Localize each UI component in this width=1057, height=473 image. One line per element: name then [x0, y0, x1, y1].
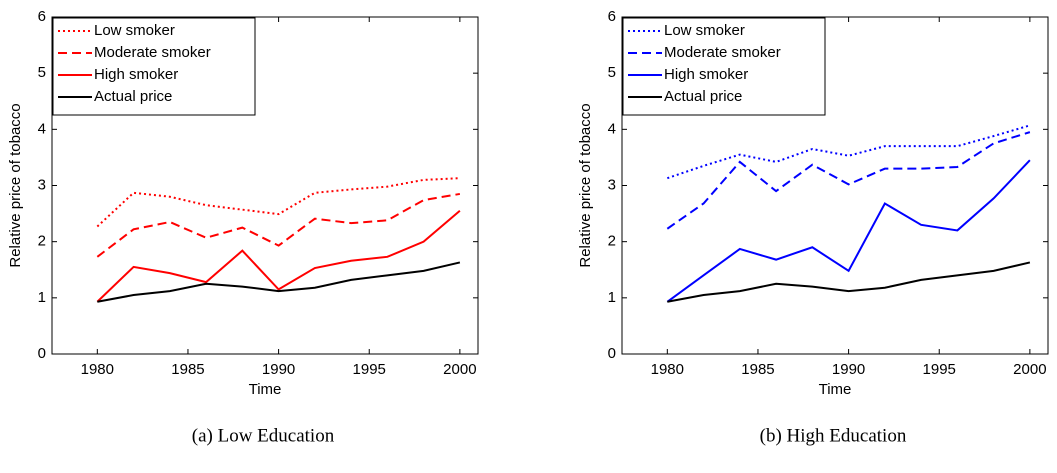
series-line	[97, 261, 461, 303]
caption: (a) Low Education	[192, 425, 335, 446]
y-tick-label: 2	[608, 233, 616, 250]
y-tick-label: 5	[608, 64, 616, 81]
y-tick-label: 1	[608, 289, 616, 306]
legend-label: Moderate smoker	[664, 44, 781, 61]
y-tick-label: 0	[38, 345, 46, 362]
x-tick-label: 1995	[353, 361, 386, 378]
y-tick-label: 5	[38, 64, 46, 81]
x-tick-label: 2000	[1013, 361, 1046, 378]
y-tick-label: 0	[608, 345, 616, 362]
x-tick-label: 1990	[262, 361, 295, 378]
series-line	[666, 159, 1031, 303]
caption: (b) High Education	[760, 425, 907, 446]
y-axis-label: Relative price of tobacco	[7, 103, 24, 267]
x-axis-label: Time	[249, 381, 282, 398]
series-line	[96, 210, 461, 303]
y-tick-label: 6	[608, 8, 616, 25]
x-axis-label: Time	[819, 381, 852, 398]
x-tick-label: 1995	[923, 361, 956, 378]
y-tick-label: 3	[38, 176, 46, 193]
legend-label: Low smoker	[94, 22, 175, 39]
legend-box	[52, 17, 256, 116]
legend-box	[622, 17, 826, 116]
x-tick-label: 1980	[651, 361, 684, 378]
x-tick-label: 1985	[741, 361, 774, 378]
series-line	[667, 261, 1031, 303]
series-line	[666, 131, 1031, 230]
y-tick-label: 4	[38, 120, 46, 137]
x-tick-label: 1985	[171, 361, 204, 378]
legend-label: High smoker	[664, 66, 748, 83]
legend-label: Moderate smoker	[94, 44, 211, 61]
series-line	[666, 124, 1031, 180]
legend-label: Actual price	[94, 88, 172, 105]
legend-label: High smoker	[94, 66, 178, 83]
legend-label: Low smoker	[664, 22, 745, 39]
y-axis-label: Relative price of tobacco	[577, 103, 594, 267]
legend-label: Actual price	[664, 88, 742, 105]
series-line	[96, 192, 461, 258]
x-tick-label: 2000	[443, 361, 476, 378]
x-tick-label: 1990	[832, 361, 865, 378]
x-tick-label: 1980	[81, 361, 114, 378]
series-line	[96, 177, 460, 228]
y-tick-label: 4	[608, 120, 616, 137]
y-tick-label: 1	[38, 289, 46, 306]
y-tick-label: 2	[38, 233, 46, 250]
y-tick-label: 3	[608, 176, 616, 193]
y-tick-label: 6	[38, 8, 46, 25]
